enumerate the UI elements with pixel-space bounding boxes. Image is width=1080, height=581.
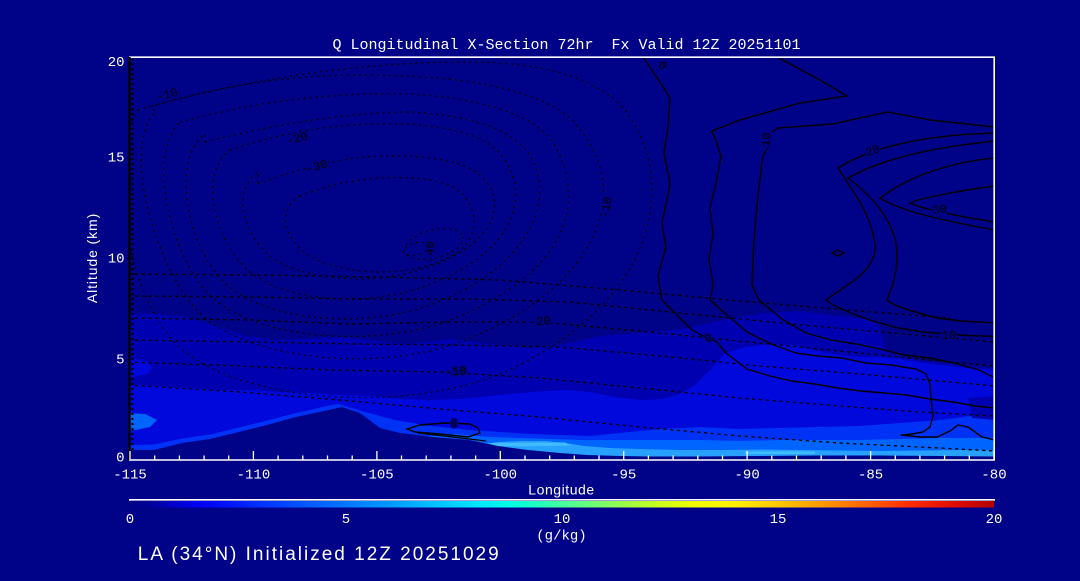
svg-text:Longitude: Longitude <box>528 482 594 498</box>
svg-text:(g/kg): (g/kg) <box>536 529 586 545</box>
svg-text:20: 20 <box>108 55 125 71</box>
svg-text:Q Longitudinal X-Section 72hr: Q Longitudinal X-Section 72hr Fx Valid 1… <box>332 37 800 54</box>
svg-text:10: 10 <box>759 132 774 148</box>
svg-text:15: 15 <box>108 151 125 167</box>
svg-text:20: 20 <box>986 512 1003 528</box>
svg-text:5: 5 <box>116 352 124 368</box>
svg-text:10: 10 <box>942 329 956 343</box>
svg-text:-105: -105 <box>360 468 394 484</box>
svg-text:0: 0 <box>116 451 124 467</box>
svg-text:-90: -90 <box>735 468 760 484</box>
svg-text:-10: -10 <box>155 86 179 105</box>
svg-text:20: 20 <box>864 142 882 160</box>
svg-text:-40: -40 <box>424 241 438 263</box>
svg-text:-80: -80 <box>981 468 1006 484</box>
svg-text:-20: -20 <box>529 314 552 329</box>
svg-text:0: 0 <box>126 512 134 528</box>
svg-text:-100: -100 <box>483 468 517 484</box>
svg-text:-10: -10 <box>445 364 468 379</box>
svg-text:5: 5 <box>342 512 350 528</box>
svg-text:Altitude (km): Altitude (km) <box>84 213 100 303</box>
svg-text:0: 0 <box>451 419 458 431</box>
svg-text:-110: -110 <box>237 468 271 484</box>
svg-text:LA (34°N) Initialized 12Z 2025: LA (34°N) Initialized 12Z 20251029 <box>138 544 501 565</box>
svg-text:15: 15 <box>770 512 787 528</box>
svg-text:30: 30 <box>932 202 948 217</box>
svg-text:10: 10 <box>554 512 571 528</box>
svg-text:10: 10 <box>108 251 125 267</box>
svg-text:-95: -95 <box>611 468 636 484</box>
svg-text:-115: -115 <box>113 468 147 484</box>
svg-text:-10: -10 <box>598 196 616 220</box>
svg-text:-85: -85 <box>858 468 883 484</box>
